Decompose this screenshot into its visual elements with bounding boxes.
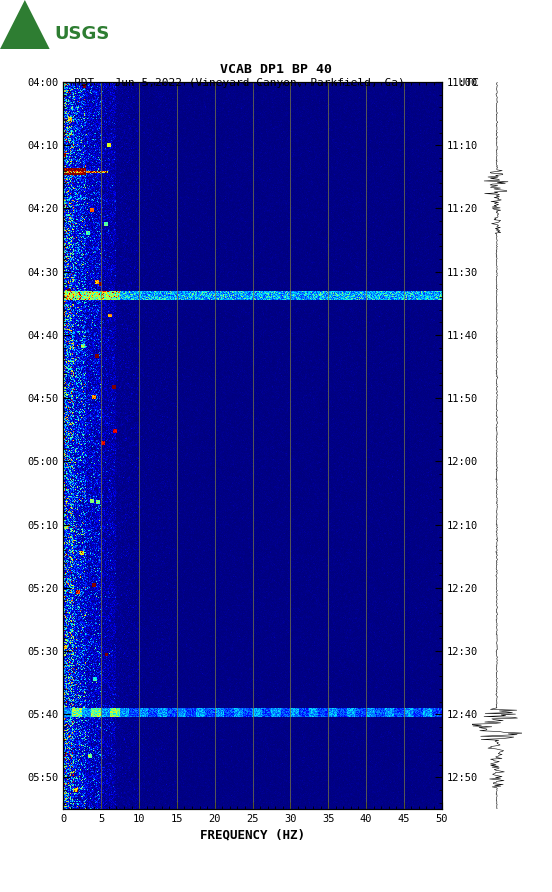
X-axis label: FREQUENCY (HZ): FREQUENCY (HZ): [200, 828, 305, 841]
Text: USGS: USGS: [55, 25, 110, 44]
Text: VCAB DP1 BP 40: VCAB DP1 BP 40: [220, 63, 332, 76]
Polygon shape: [0, 0, 50, 49]
Text: PDT   Jun 5,2022 (Vineyard Canyon, Parkfield, Ca)        UTC: PDT Jun 5,2022 (Vineyard Canyon, Parkfie…: [73, 78, 479, 88]
